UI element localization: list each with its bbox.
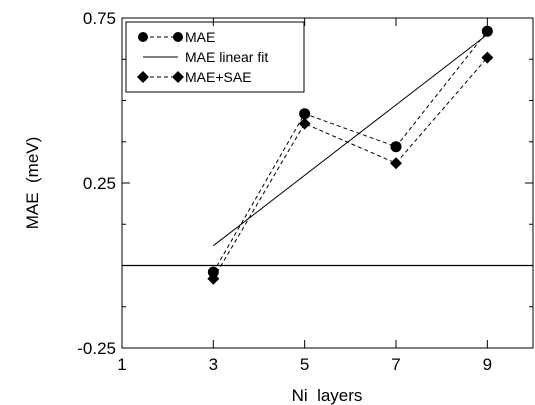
- series-2-point: [298, 117, 311, 130]
- x-tick-label: 5: [300, 355, 309, 374]
- x-tick-label: 3: [209, 355, 218, 374]
- series-2-point: [207, 272, 220, 285]
- y-tick-label: -0.25: [77, 339, 116, 358]
- series-0-point: [299, 108, 311, 120]
- series-0-point: [207, 266, 219, 278]
- legend: MAE MAE linear fit MAE+SAE: [125, 21, 305, 93]
- x-axis-label: Ni layers: [292, 386, 363, 405]
- series-2-point: [390, 157, 402, 170]
- ticks: 1 3 5 7 9 -0.25 0.25 0.75: [77, 9, 533, 374]
- x-tick-label: 9: [483, 355, 492, 374]
- plot-area: [122, 25, 533, 285]
- series-2-point: [481, 51, 494, 64]
- y-tick-label: 0.75: [83, 9, 116, 28]
- x-tick-label: 7: [391, 355, 400, 374]
- series-line-1: [213, 34, 488, 247]
- y-tick-label: 0.25: [83, 174, 116, 193]
- legend-maesae-label: MAE+SAE: [185, 69, 252, 85]
- series-line-0: [212, 30, 488, 273]
- legend-mae-marker-left: [138, 32, 148, 42]
- y-axis-label: MAE (meV): [23, 137, 42, 230]
- x-tick-label: 1: [117, 355, 126, 374]
- legend-maesae-marker-left: [137, 71, 149, 83]
- legend-mae-marker-right: [173, 32, 183, 42]
- legend-mae-label: MAE: [185, 29, 215, 45]
- legend-maesae-marker-right: [172, 71, 184, 83]
- series-0-point: [390, 141, 402, 153]
- series-0-point: [481, 25, 493, 37]
- legend-fit-label: MAE linear fit: [185, 49, 268, 65]
